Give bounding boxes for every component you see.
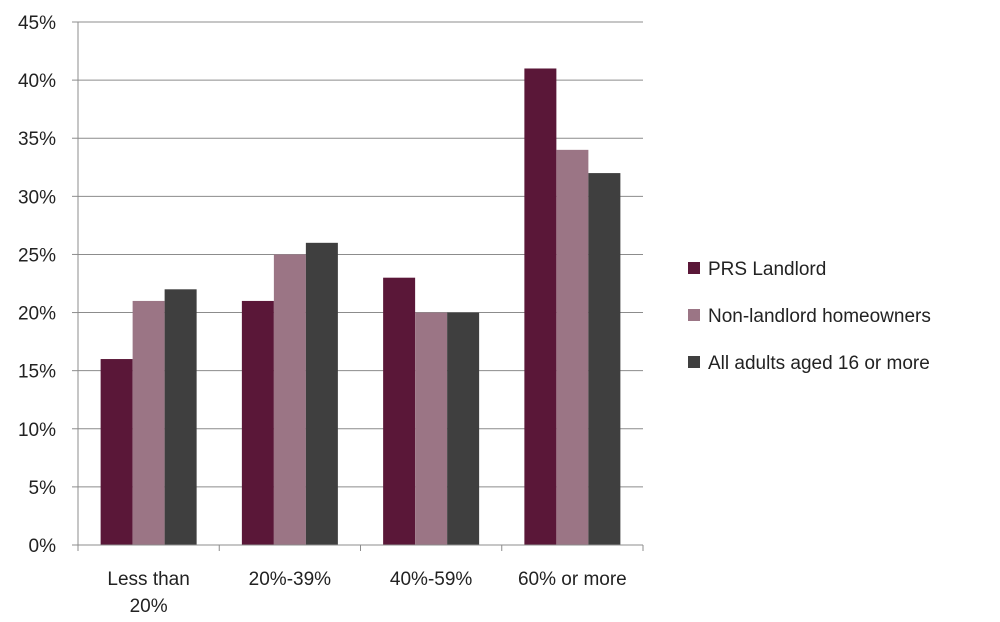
x-category-label: 20%	[130, 596, 168, 617]
y-tick-label: 25%	[18, 245, 56, 266]
axes	[72, 21, 644, 551]
legend-label: All adults aged 16 or more	[708, 353, 930, 374]
legend: PRS Landlord Non-landlord homeowners All a…	[688, 259, 931, 374]
legend-label: Non-landlord homeowners	[708, 306, 931, 327]
bar-all-adults-aged-16-or-more-1	[305, 242, 338, 546]
y-tick-label: 40%	[18, 71, 56, 92]
x-category-label: 60% or more	[518, 569, 627, 590]
legend-swatch	[688, 262, 700, 274]
bars	[100, 68, 621, 546]
y-tick-label: 0%	[29, 536, 57, 557]
y-tick-label: 45%	[18, 13, 56, 34]
legend-label: PRS Landlord	[708, 259, 826, 280]
bar-prs-landlord-1	[241, 300, 274, 545]
y-tick-label: 35%	[18, 129, 56, 150]
y-tick-label: 10%	[18, 420, 56, 441]
y-tick-label: 20%	[18, 304, 56, 325]
bar-all-adults-aged-16-or-more-2	[447, 312, 480, 545]
y-tick-label: 5%	[29, 478, 57, 499]
bar-all-adults-aged-16-or-more-3	[588, 173, 621, 546]
y-axis-ticks: 0% 5% 10% 15% 20% 25% 30% 35% 40% 45%	[18, 13, 56, 557]
x-category-label: Less than	[107, 569, 189, 590]
bar-prs-landlord-3	[524, 68, 557, 545]
x-axis-categories: Less than 20% 20%-39% 40%-59% 60% or more	[107, 569, 626, 617]
bar-non-landlord-homeowners-0	[132, 300, 165, 545]
x-category-label: 20%-39%	[249, 569, 331, 590]
bar-non-landlord-homeowners-2	[415, 312, 448, 545]
bar-prs-landlord-2	[383, 277, 416, 545]
y-tick-label: 30%	[18, 187, 56, 208]
legend-swatch	[688, 309, 700, 321]
bar-prs-landlord-0	[100, 359, 133, 545]
bar-all-adults-aged-16-or-more-0	[164, 289, 197, 545]
x-category-label: 40%-59%	[390, 569, 472, 590]
y-tick-label: 15%	[18, 362, 56, 383]
bar-non-landlord-homeowners-1	[273, 254, 306, 545]
legend-swatch	[688, 356, 700, 368]
bar-non-landlord-homeowners-3	[556, 149, 589, 545]
